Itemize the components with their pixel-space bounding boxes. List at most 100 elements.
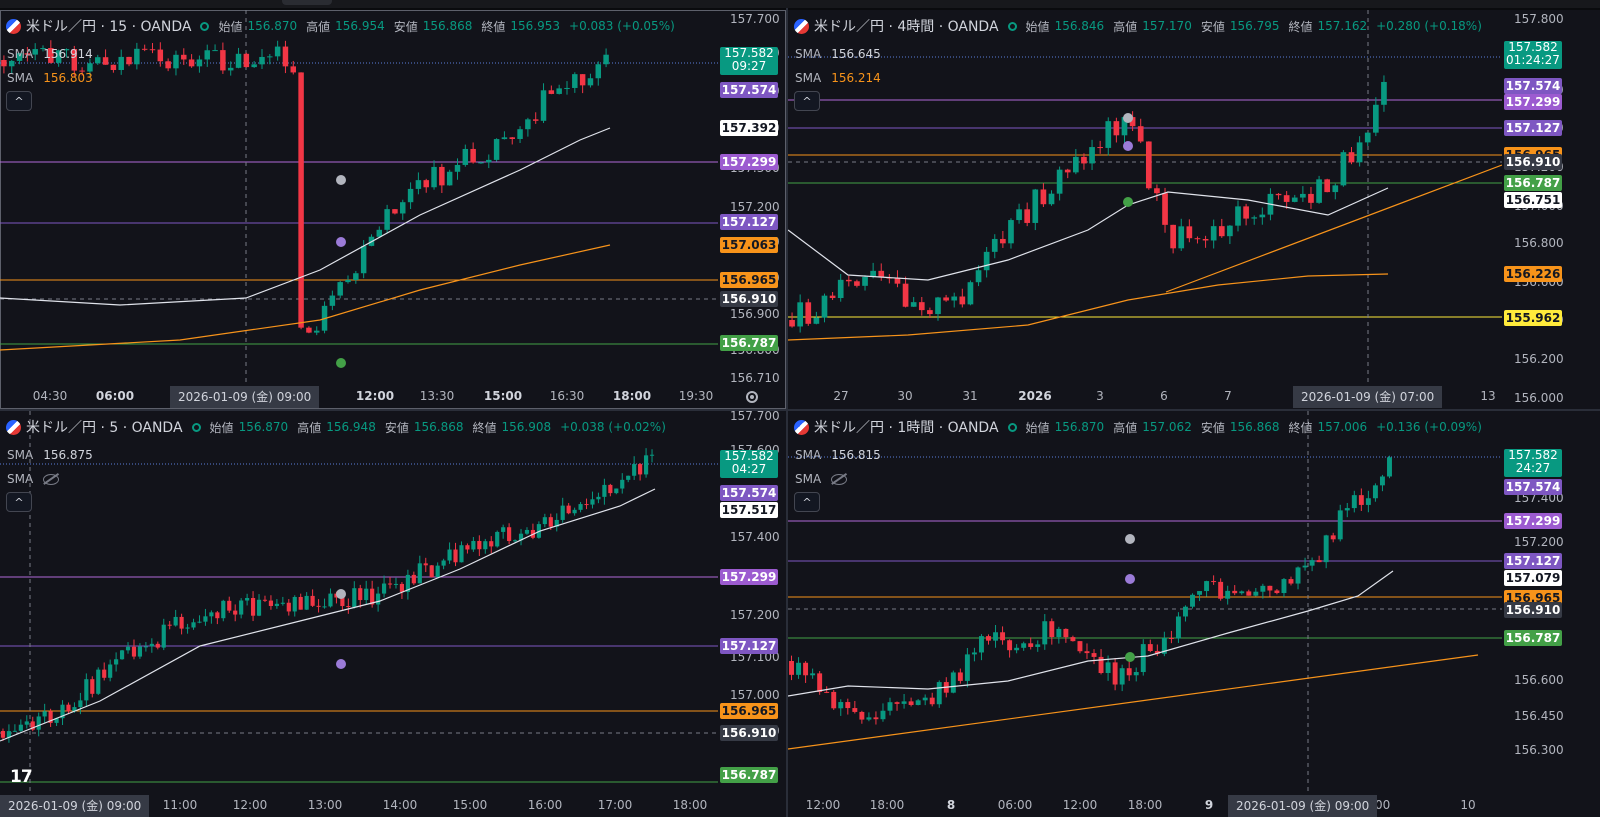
price-label[interactable]: 157.574 [1504,479,1562,495]
sma-indicator-row[interactable]: SMA 156.214 [795,71,881,85]
tab-handle[interactable] [282,0,332,5]
chart-pane-p15[interactable]: 米ドル／円 · 15 · OANDA 始値 156.870 高値 156.954 安値 15… [0,10,786,409]
symbol-title[interactable]: 米ドル／円 · 1時間 · OANDA [814,420,999,436]
price-label[interactable]: 157.582 01:24:27 [1504,41,1562,69]
symbol-title[interactable]: 米ドル／円 · 4時間 · OANDA [814,19,999,35]
candle [1337,504,1343,542]
price-label[interactable]: 156.226 [1504,266,1562,282]
sma-indicator-row[interactable]: SMA [795,472,848,486]
price-label[interactable]: 156.787 [720,335,778,351]
collapse-indicators-button[interactable]: ^ [6,91,32,111]
candle [96,667,101,695]
price-label[interactable]: 157.574 [720,82,778,98]
time-scale[interactable]: 27 30 31 2026 3 6 7 13 2026-01-09 (金) 07:00 [788,386,1502,408]
candle [259,49,265,69]
price-label[interactable]: 157.582 24:27 [1504,449,1562,477]
candle [102,662,107,681]
market-status-icon[interactable] [1007,21,1017,31]
price-label[interactable]: 156.965 [720,272,778,288]
settings-gear-icon[interactable] [746,391,758,403]
price-label[interactable]: 157.079 [1504,570,1562,586]
price-tick: 157.400 [730,530,780,544]
time-tick: 06:00 [997,798,1033,812]
market-status-icon[interactable] [200,21,210,31]
price-scale[interactable]: 157.700157.600157.400157.200157.100157.0… [718,411,786,817]
low-label: 安値 [1200,420,1225,435]
price-label[interactable]: 157.299 [1504,94,1562,110]
candle [447,542,452,564]
sma-label: SMA [7,47,34,61]
price-label[interactable]: 157.299 [720,569,778,585]
price-scale[interactable]: 157.800157.600157.400157.200157.000156.8… [1502,10,1600,409]
time-tick: 12:00 [1062,798,1098,812]
price-scale[interactable]: 157.400 157.200 156.600 156.450 156.300 157.5… [1502,411,1600,817]
price-label[interactable]: 156.787 [720,767,778,783]
price-label[interactable]: 157.517 [720,502,778,518]
price-label[interactable]: 155.962 [1504,310,1562,326]
close-value: 156.908 [501,420,552,434]
collapse-indicators-button[interactable]: ^ [794,492,820,512]
sma-indicator-row[interactable]: SMA 156.875 [7,448,93,462]
price-label[interactable]: 157.127 [1504,553,1562,569]
price-label[interactable]: 156.910 [720,291,778,307]
time-scale[interactable]: 11:00 12:00 13:00 14:00 15:00 16:00 17:00 18:00… [0,795,718,817]
candle [901,694,907,709]
candle [48,40,54,64]
price-label[interactable]: 157.127 [720,638,778,654]
chart-pane-p1h[interactable]: 米ドル／円 · 1時間 · OANDA 始値 156.870 高値 157.062 安値 1… [788,411,1600,817]
price-label[interactable]: 156.910 [1504,154,1562,170]
chart-pane-p5[interactable]: 米ドル／円 · 5 · OANDA 始値 156.870 高値 156.948 安値 156… [0,411,786,817]
price-label[interactable]: 157.582 04:27 [720,450,778,478]
price-label[interactable]: 157.582 09:27 [720,47,778,75]
hidden-eye-icon[interactable] [831,474,848,485]
price-tick: 157.200 [1514,535,1564,549]
collapse-indicators-button[interactable]: ^ [794,91,820,111]
candle [173,50,179,76]
price-label[interactable]: 157.392 [720,120,778,136]
sma-indicator-row[interactable]: SMA [7,472,60,486]
time-scale[interactable]: 12:0018:00806:0012:0018:00918:00102026-0… [788,795,1502,817]
candle [119,649,125,660]
pane-divider-horizontal[interactable] [0,409,1600,411]
price-scale[interactable]: 157.700157.600157.500157.400157.300157.2… [718,10,786,409]
market-status-icon[interactable] [1007,422,1017,432]
collapse-indicators-button[interactable]: ^ [6,492,32,512]
candle [1210,219,1217,249]
pane-divider-vertical[interactable] [786,8,788,817]
sma-indicator-row[interactable]: SMA 156.803 [7,71,93,85]
chart-canvas[interactable] [788,10,1502,386]
time-tick: 11:00 [162,798,198,812]
sma-line-1 [0,488,656,742]
price-label[interactable]: 157.574 [1504,78,1562,94]
symbol-title[interactable]: 米ドル／円 · 15 · OANDA [26,19,192,35]
price-label[interactable]: 156.910 [720,725,778,741]
price-label[interactable]: 157.574 [720,485,778,501]
sma-indicator-row[interactable]: SMA 156.815 [795,448,881,462]
price-label[interactable]: 157.127 [720,214,778,230]
market-status-icon[interactable] [191,422,201,432]
symbol-title[interactable]: 米ドル／円 · 5 · OANDA [26,420,183,436]
price-label[interactable]: 156.965 [720,703,778,719]
chart-canvas[interactable] [788,411,1502,795]
sma-indicator-row[interactable]: SMA 156.645 [795,47,881,61]
price-label[interactable]: 157.299 [720,154,778,170]
sma-indicator-row[interactable]: SMA 156.914 [7,47,93,61]
price-label[interactable]: 157.063 [720,237,778,253]
chart-pane-p4h[interactable]: 米ドル／円 · 4時間 · OANDA 始値 156.846 高値 157.170 安値 1… [788,10,1600,409]
chart-canvas[interactable] [0,411,718,795]
price-label[interactable]: 156.910 [1504,602,1562,618]
price-label[interactable]: 157.299 [1504,513,1562,529]
candle [292,595,297,617]
price-label[interactable]: 156.787 [1504,175,1562,191]
candle [1024,202,1031,227]
high-label: 高値 [1113,420,1138,435]
price-label[interactable]: 156.751 [1504,192,1562,208]
price-label[interactable]: 156.787 [1504,630,1562,646]
hidden-eye-icon[interactable] [43,474,60,485]
candle [1048,190,1055,206]
tradingview-logo-icon[interactable]: 17 [10,767,33,787]
chart-canvas[interactable] [0,10,718,386]
low-value: 156.868 [422,19,473,33]
time-scale[interactable]: 04:30 06:00 12:00 13:30 15:00 16:30 18:00 19:30… [0,386,718,408]
price-label[interactable]: 157.127 [1504,120,1562,136]
